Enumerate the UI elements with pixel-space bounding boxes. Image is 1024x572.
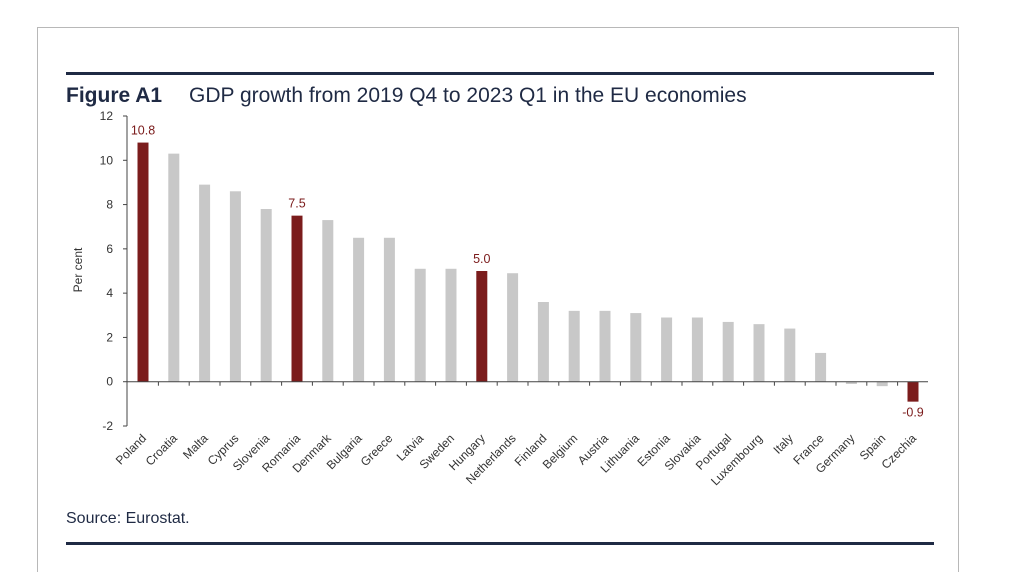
- x-tick-label: Poland: [113, 431, 149, 467]
- data-label: 10.8: [131, 124, 155, 138]
- bar-latvia: [414, 268, 426, 382]
- y-tick-label: 6: [106, 242, 113, 256]
- y-tick-label: 10: [100, 153, 114, 167]
- bar-malta: [199, 184, 211, 382]
- bar-austria: [599, 310, 611, 382]
- y-axis-label: Per cent: [71, 247, 85, 292]
- bar-france: [815, 352, 827, 382]
- x-tick-label: Italy: [770, 431, 795, 456]
- y-tick-label: -2: [102, 419, 113, 433]
- data-label: 7.5: [288, 197, 305, 211]
- y-tick-label: 0: [106, 375, 113, 389]
- x-tick-label: Croatia: [143, 431, 180, 468]
- bar-bulgaria: [353, 237, 365, 382]
- data-label: -0.9: [902, 406, 924, 420]
- y-tick-label: 4: [106, 286, 113, 300]
- x-tick-label: Belgium: [540, 431, 581, 472]
- bar-poland: [137, 142, 149, 382]
- bar-luxembourg: [753, 324, 765, 382]
- bar-italy: [784, 328, 796, 382]
- y-tick-label: 8: [106, 198, 113, 212]
- bar-denmark: [322, 220, 334, 382]
- bar-belgium: [568, 310, 580, 382]
- bar-hungary: [476, 271, 488, 382]
- bar-portugal: [722, 321, 734, 382]
- figure-title: GDP growth from 2019 Q4 to 2023 Q1 in th…: [189, 84, 747, 107]
- bar-cyprus: [229, 191, 241, 382]
- bar-romania: [291, 215, 303, 382]
- figure-card: [37, 27, 959, 572]
- bar-sweden: [445, 268, 457, 382]
- x-tick-label: Greece: [358, 431, 396, 469]
- source-note: Source: Eurostat.: [66, 510, 190, 527]
- y-axis: -2 0 2 4 6 8 10 12: [100, 109, 128, 433]
- bar-slovenia: [260, 209, 272, 382]
- bar-spain: [876, 381, 888, 387]
- bar-czechia: [907, 381, 919, 402]
- bar-greece: [383, 237, 395, 382]
- bar-croatia: [168, 153, 180, 382]
- bars: [137, 142, 919, 402]
- top-rule: [66, 72, 934, 75]
- bottom-rule: [66, 542, 934, 545]
- bar-germany: [845, 381, 857, 384]
- bar-estonia: [661, 317, 673, 382]
- x-tick-label: Czechia: [879, 431, 920, 472]
- bar-slovakia: [691, 317, 703, 382]
- y-tick-label: 2: [106, 330, 113, 344]
- y-tick-label: 12: [100, 109, 114, 123]
- bar-lithuania: [630, 313, 642, 382]
- bar-finland: [537, 302, 549, 382]
- data-labels: 10.8 7.5 5.0 -0.9: [131, 124, 924, 420]
- bar-netherlands: [507, 273, 519, 382]
- figure-label: Figure A1: [66, 84, 163, 107]
- data-label: 5.0: [473, 252, 490, 266]
